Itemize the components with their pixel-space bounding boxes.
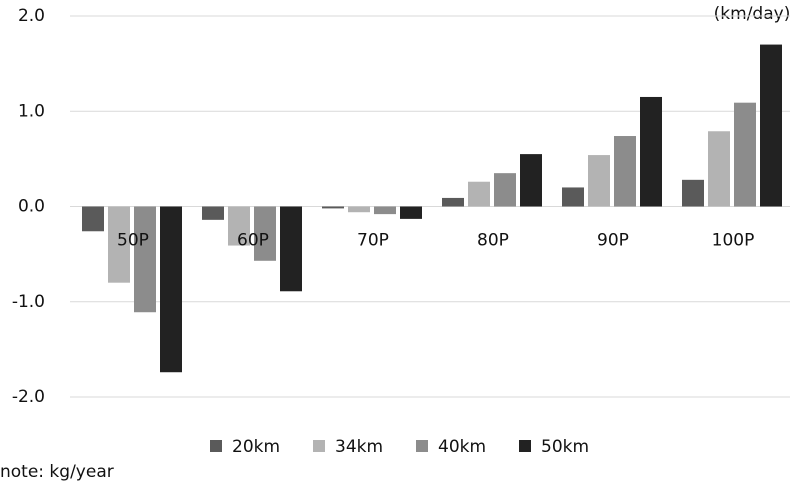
x-tick-label: 70P [357, 231, 389, 251]
bar [682, 179, 704, 207]
bar [468, 181, 490, 207]
bar [640, 96, 662, 207]
bar [374, 206, 396, 215]
unit-label: (km/day) [714, 4, 791, 24]
bar [82, 206, 104, 232]
bar [322, 206, 344, 209]
bar [520, 154, 542, 207]
x-tick-label: 50P [117, 231, 149, 251]
y-tick-label: 1.0 [18, 101, 45, 121]
legend-label: 34km [335, 437, 383, 457]
bar [254, 206, 276, 261]
bar [734, 102, 756, 207]
x-tick-label: 100P [712, 231, 755, 251]
legend-label: 50km [541, 437, 589, 457]
legend-swatch [313, 440, 325, 452]
legend-label: 40km [438, 437, 486, 457]
y-tick-label: 2.0 [18, 6, 45, 26]
bar [348, 206, 370, 213]
bar [228, 206, 250, 246]
x-tick-label: 90P [597, 231, 629, 251]
bar [108, 206, 130, 283]
bar [494, 173, 516, 207]
bar [442, 197, 464, 207]
bar [614, 136, 636, 207]
bar [202, 206, 224, 220]
legend-swatch [416, 440, 428, 452]
legend-label: 20km [232, 437, 280, 457]
bar [760, 44, 782, 207]
x-tick-label: 60P [237, 231, 269, 251]
bar [160, 206, 182, 373]
legend-swatch [519, 440, 531, 452]
bar [708, 131, 730, 207]
bar [400, 206, 422, 219]
bar [134, 206, 156, 313]
y-tick-label: 0.0 [18, 197, 45, 217]
y-tick-label: -1.0 [12, 292, 45, 312]
bar [562, 187, 584, 207]
x-tick-label: 80P [477, 231, 509, 251]
bar [280, 206, 302, 292]
legend-swatch [210, 440, 222, 452]
note: note: kg/year [0, 462, 114, 482]
bar [588, 155, 610, 207]
y-tick-label: -2.0 [12, 387, 45, 407]
